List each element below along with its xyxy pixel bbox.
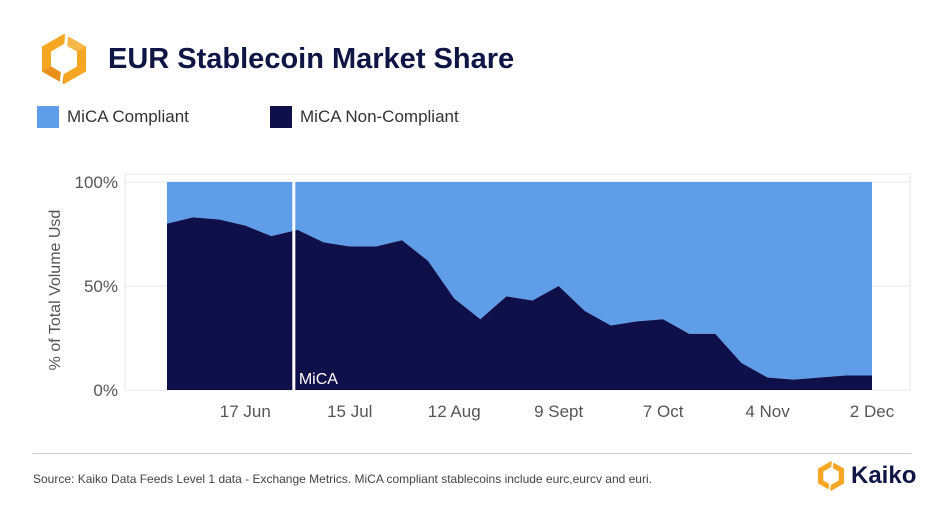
footer-divider [33, 453, 911, 454]
brand-name: Kaiko [851, 462, 917, 489]
y-axis-label: % of Total Volume Usd [47, 210, 64, 371]
mica-marker-label: MiCA [299, 371, 338, 388]
legend-swatch-non-compliant [270, 106, 292, 128]
y-tick-label: 50% [84, 277, 118, 296]
legend-item-non-compliant: MiCA Non-Compliant [270, 106, 459, 128]
x-tick-label: 12 Aug [428, 402, 481, 421]
x-tick-label: 4 Nov [745, 402, 790, 421]
legend-item-compliant: MiCA Compliant [37, 106, 189, 128]
x-tick-label: 15 Jul [327, 402, 372, 421]
x-tick-label: 17 Jun [220, 402, 271, 421]
series-area-compliant [167, 182, 872, 380]
x-tick-label: 9 Sept [534, 402, 583, 421]
stacked-area-chart: MiCA 0% 50% 100% 17 Jun 15 Jul 12 Aug 9 Sept 7 O… [47, 173, 911, 421]
kaiko-logo-icon [817, 461, 845, 491]
x-tick-label: 2 Dec [850, 402, 895, 421]
series-area-non-compliant [167, 217, 872, 390]
page-title: EUR Stablecoin Market Share [108, 43, 515, 75]
legend-label-non-compliant: MiCA Non-Compliant [300, 107, 459, 126]
brand-logo: Kaiko [815, 460, 916, 492]
y-tick-label: 100% [75, 173, 118, 192]
source-note: Source: Kaiko Data Feeds Level 1 data - … [33, 472, 652, 486]
y-tick-label: 0% [93, 381, 118, 400]
legend-label-compliant: MiCA Compliant [67, 107, 189, 126]
kaiko-hexagon-logo-icon [42, 33, 86, 85]
x-tick-label: 7 Oct [643, 402, 684, 421]
legend-swatch-compliant [37, 106, 59, 128]
